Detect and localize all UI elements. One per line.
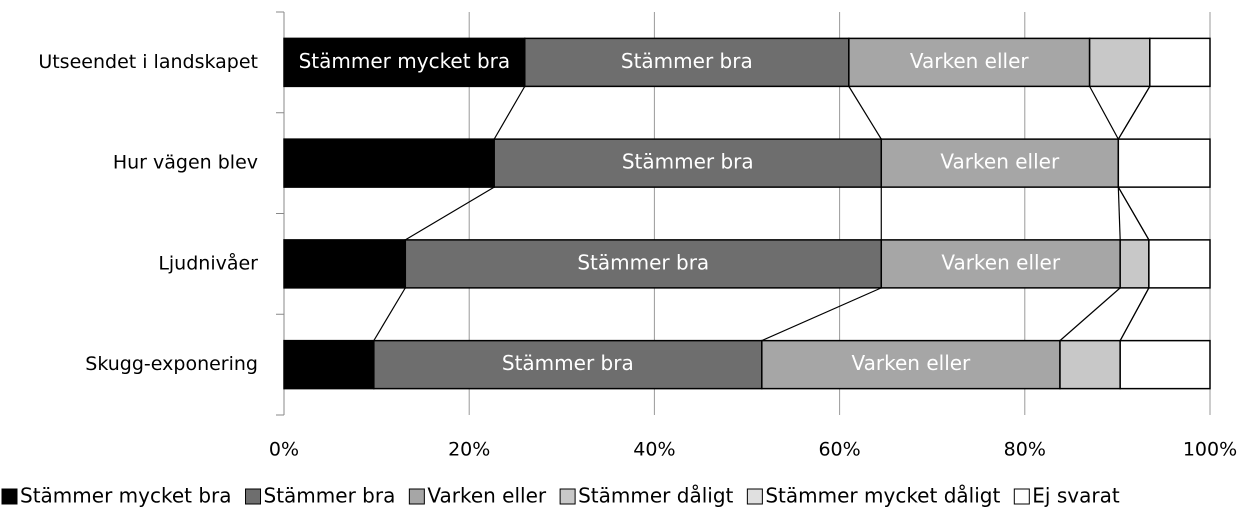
legend-swatch	[746, 488, 763, 505]
series-line	[1089, 86, 1119, 140]
category-label: Utseendet i landskapet	[38, 51, 258, 73]
legend-swatch	[559, 488, 576, 505]
legend-label: Stämmer mycket bra	[20, 484, 232, 508]
legend-label: Stämmer dåligt	[578, 484, 733, 508]
bar-segment	[283, 138, 495, 188]
bar-segment	[1148, 239, 1211, 289]
data-label: Stämmer bra	[502, 351, 634, 375]
x-tick-label: 80%	[1004, 439, 1046, 461]
legend-swatch	[408, 488, 425, 505]
category-label: Ljudnivåer	[158, 251, 258, 274]
series-line	[1119, 287, 1150, 341]
legend-label: Ej svarat	[1032, 484, 1120, 508]
series-line	[493, 86, 526, 140]
bar-segment	[493, 138, 883, 188]
series-line	[848, 86, 882, 140]
data-label: Stämmer mycket bra	[299, 49, 511, 73]
series-line	[404, 186, 495, 241]
series-line	[373, 287, 406, 341]
bar-segment	[880, 239, 1121, 289]
data-label: Stämmer bra	[621, 49, 753, 73]
legend-label: Varken eller	[427, 484, 547, 508]
series-line	[1117, 86, 1151, 140]
legend-swatch	[245, 488, 262, 505]
bar-segment	[848, 37, 1091, 88]
bar-segment	[880, 138, 1120, 188]
bar-segment	[283, 239, 407, 289]
data-label: Stämmer bra	[622, 150, 754, 174]
series-line	[1059, 287, 1121, 342]
bar-segment	[761, 339, 1061, 390]
data-label: Stämmer bra	[577, 250, 709, 274]
x-tick-label: 0%	[269, 439, 299, 461]
data-label: Varken eller	[852, 351, 972, 375]
series-line	[1117, 187, 1121, 240]
series-line	[761, 287, 882, 342]
bar-segment	[1119, 339, 1211, 390]
x-tick-label: 60%	[818, 439, 860, 461]
bar-segment	[283, 339, 375, 390]
legend-swatch	[1013, 488, 1030, 505]
series-line	[1117, 186, 1150, 241]
data-label: Varken eller	[910, 49, 1030, 73]
legend-swatch	[1, 488, 18, 505]
legend-label: Stämmer bra	[264, 484, 396, 508]
bar-segment	[1059, 339, 1121, 390]
category-label: Skugg-exponering	[85, 353, 258, 375]
bar-segment	[1117, 138, 1211, 188]
data-label: Varken eller	[940, 150, 1060, 174]
x-tick-label: 100%	[1183, 439, 1237, 461]
bar-segment	[1119, 239, 1150, 289]
bar-segment	[524, 37, 850, 88]
bar-segment	[1088, 37, 1151, 88]
bar-segment	[404, 239, 883, 289]
legend-label: Stämmer mycket dåligt	[765, 484, 1000, 508]
bar-segment	[1149, 37, 1211, 88]
x-tick-label: 20%	[448, 439, 490, 461]
bar-segment	[283, 37, 526, 88]
x-tick-label: 40%	[633, 439, 675, 461]
category-label: Hur vägen blev	[113, 152, 258, 174]
data-label: Varken eller	[941, 250, 1061, 274]
